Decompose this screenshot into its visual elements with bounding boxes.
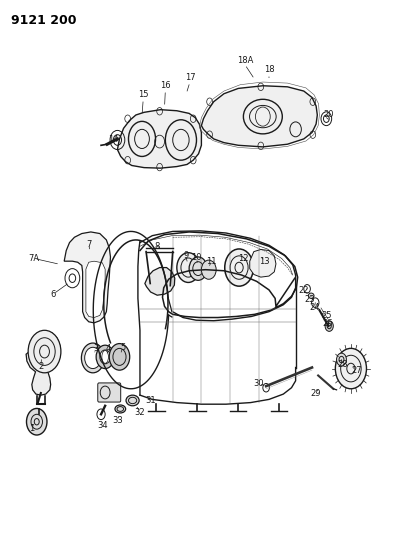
Circle shape [26,408,47,435]
Circle shape [225,249,254,286]
Text: 13: 13 [260,257,270,265]
Text: 5: 5 [120,343,125,352]
Circle shape [85,348,101,368]
Circle shape [81,343,104,373]
Circle shape [201,260,216,279]
Text: 32: 32 [135,408,145,417]
Text: 17: 17 [185,73,195,82]
Polygon shape [201,86,317,147]
Text: 12: 12 [238,254,248,263]
Text: 18: 18 [264,66,274,74]
Text: 4: 4 [106,344,111,353]
Text: 7A: 7A [29,254,40,263]
Text: 9121 200: 9121 200 [11,14,76,27]
FancyBboxPatch shape [98,383,121,402]
Ellipse shape [308,293,314,298]
Text: 15: 15 [138,90,148,99]
Circle shape [335,349,367,389]
Text: 18A: 18A [237,56,253,64]
Text: 16: 16 [160,81,171,90]
Text: 10: 10 [191,254,202,262]
Text: 31: 31 [145,397,155,406]
Text: 1: 1 [29,424,34,433]
Text: 22: 22 [298,286,309,295]
Text: 6: 6 [51,289,56,298]
Text: 25: 25 [321,311,332,320]
Circle shape [325,321,333,332]
Text: 3: 3 [93,344,98,353]
Polygon shape [26,332,60,395]
Polygon shape [64,232,111,323]
Text: 8: 8 [155,242,160,251]
Circle shape [189,257,207,280]
Text: 14: 14 [108,135,119,144]
Polygon shape [145,268,175,295]
Text: 9: 9 [183,252,189,260]
Text: 29: 29 [310,389,321,398]
Circle shape [337,353,346,366]
Text: 23: 23 [305,295,315,304]
Ellipse shape [115,405,126,413]
Circle shape [177,253,200,282]
Text: 7: 7 [86,240,92,249]
Circle shape [109,344,130,370]
Text: 11: 11 [206,257,217,265]
Polygon shape [250,249,276,277]
Text: 26: 26 [322,319,333,328]
Text: 33: 33 [112,416,123,425]
Text: 24: 24 [309,303,320,312]
Text: 30: 30 [254,379,264,388]
Circle shape [28,330,61,373]
Text: 28: 28 [337,360,348,369]
Text: 27: 27 [351,366,362,375]
Text: 34: 34 [97,422,108,431]
Circle shape [100,350,111,364]
Circle shape [96,345,114,368]
Text: 20: 20 [323,110,334,119]
Ellipse shape [126,395,139,406]
Polygon shape [118,110,201,168]
Polygon shape [86,261,105,318]
Text: 2: 2 [38,362,44,371]
